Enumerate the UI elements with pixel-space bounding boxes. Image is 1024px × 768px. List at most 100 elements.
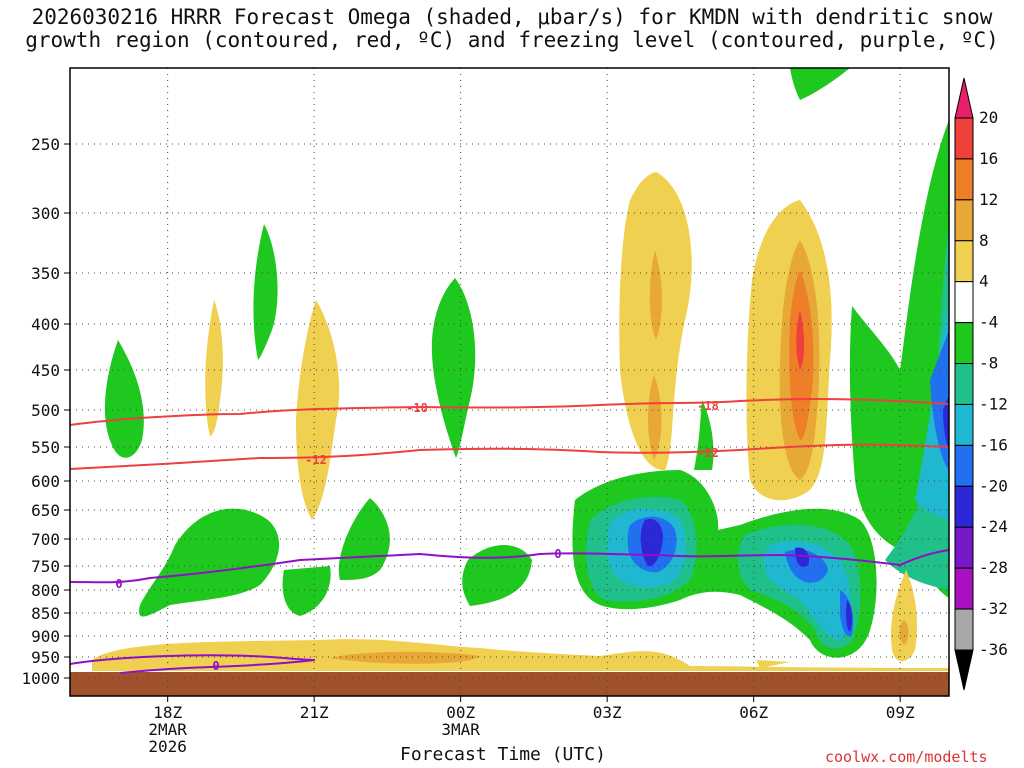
title-line-2: growth region (contoured, red, ºC) and f… (25, 28, 999, 52)
omega-shade-navy-2 (795, 547, 810, 567)
omega-shade-yellow-6 (756, 660, 790, 668)
y-tick-label-900: 900 (31, 627, 60, 646)
y-axis-ticks: 250 300 350 400 450 500 550 600 650 700 750 800 850 9… (21, 135, 70, 688)
x-tick-sublabel-3MAR: 3MAR (441, 720, 480, 739)
colorbar-label: -8 (979, 354, 998, 373)
y-tick-label-750: 750 (31, 557, 60, 576)
y-tick-label-850: 850 (31, 604, 60, 623)
colorbar-segment (954, 199, 974, 242)
y-tick-label-250: 250 (31, 135, 60, 154)
omega-shade-blue-2 (785, 549, 828, 583)
omega-shade-yellow-5-core (899, 620, 909, 645)
title-line-1: 2026030216 HRRR Forecast Omega (shaded, … (31, 5, 993, 29)
contours (70, 398, 949, 674)
y-tick-label-550: 550 (31, 438, 60, 457)
contour-labels: -18 -12 -18 -12 0 0 0 (115, 399, 719, 673)
x-axis-label: Forecast Time (UTC) (400, 744, 606, 765)
y-tick-label-700: 700 (31, 530, 60, 549)
x-tick-label-06Z: 06Z (739, 703, 768, 722)
dendritic-contour-label: -18 (697, 399, 719, 413)
omega-shade-low-band (92, 639, 949, 671)
colorbar-segment (954, 281, 974, 324)
colorbar-label: 4 (979, 272, 989, 291)
omega-shade-blue-4 (930, 330, 949, 470)
chart-title: 2026030216 HRRR Forecast Omega (shaded, … (0, 6, 1024, 52)
x-tick-label-21Z: 21Z (300, 703, 329, 722)
omega-shade-yellow-3-core (648, 250, 662, 460)
y-tick-label-800: 800 (31, 581, 60, 600)
colorbar-label: 20 (979, 108, 998, 127)
colorbar-segment (954, 158, 974, 201)
x-tick-label-03Z: 03Z (593, 703, 622, 722)
colorbar-segment (954, 117, 974, 160)
colorbar: 20 16 12 8 4 -4 -8 -12 -16 -20 -24 -28 -32 -36 (954, 77, 1008, 691)
y-tick-label-350: 350 (31, 264, 60, 283)
colorbar-segment (954, 608, 974, 651)
colorbar-label: -24 (979, 517, 1008, 536)
colorbar-label: -28 (979, 558, 1008, 577)
colorbar-label: -12 (979, 394, 1008, 413)
colorbar-segment (954, 322, 974, 365)
omega-shade-navy-3 (846, 600, 853, 632)
x-tick-label-00Z: 00Z (446, 703, 475, 722)
freezing-contour-label: 0 (554, 547, 561, 561)
colorbar-label: -20 (979, 476, 1008, 495)
omega-shade-green-7 (462, 545, 532, 606)
colorbar-top-arrow (954, 77, 974, 119)
y-tick-label-600: 600 (31, 472, 60, 491)
colorbar-label: -4 (979, 313, 998, 332)
horizontal-gridlines (70, 143, 949, 679)
y-tick-label-650: 650 (31, 501, 60, 520)
colorbar-segment (954, 526, 974, 569)
colorbar-label: -32 (979, 599, 1008, 618)
x-tick-label-09Z: 09Z (886, 703, 915, 722)
omega-shade-cyan-2 (763, 541, 851, 640)
dendritic-contour-label: -18 (406, 401, 428, 415)
y-tick-label-400: 400 (31, 315, 60, 334)
omega-shade-green-6 (282, 566, 331, 616)
x-tick-sublabel2-2026: 2026 (148, 737, 187, 756)
x-tick-label-18Z: 18Z (153, 703, 182, 722)
omega-shade-green-2 (253, 224, 278, 360)
omega-shading (70, 68, 949, 696)
omega-shade-yellow-4-peak (796, 310, 805, 370)
omega-shade-navy-4 (943, 395, 949, 450)
colorbar-segment (954, 363, 974, 405)
omega-shade-green-11 (790, 68, 850, 100)
omega-shade-green-1 (104, 340, 144, 458)
credit-link[interactable]: coolwx.com/modelts (825, 748, 988, 766)
omega-shade-yellow-5 (890, 570, 917, 662)
colorbar-segment (954, 403, 974, 446)
colorbar-segment (954, 444, 974, 487)
colorbar-label: 8 (979, 231, 989, 250)
y-tick-label-950: 950 (31, 648, 60, 667)
omega-shade-yellow-1 (205, 300, 223, 436)
freezing-contour-label: 0 (115, 577, 122, 591)
colorbar-label: -16 (979, 435, 1008, 454)
freezing-level-low-contour (70, 654, 316, 674)
dendritic-contour-label: -12 (305, 453, 327, 467)
y-tick-label-1000: 1000 (21, 669, 60, 688)
colorbar-bottom-arrow (954, 649, 974, 691)
colorbar-segment (954, 567, 974, 610)
y-tick-label-500: 500 (31, 401, 60, 420)
plot-frame (69, 67, 950, 697)
omega-shade-low-band-core (330, 651, 480, 664)
dendritic-contour-label: -12 (697, 446, 719, 460)
dendritic-bottom-contour (70, 443, 949, 470)
colorbar-segment (954, 240, 974, 283)
freezing-contour-label: 0 (212, 659, 219, 673)
dendritic-top-contour (70, 398, 949, 426)
colorbar-label: -36 (979, 640, 1008, 659)
y-tick-label-450: 450 (31, 361, 60, 380)
colorbar-label: 16 (979, 149, 998, 168)
omega-shade-green-3 (431, 278, 476, 458)
freezing-level-contour (70, 549, 949, 584)
ground-surface (70, 672, 949, 696)
colorbar-segment (954, 485, 974, 528)
x-tick-sublabel-2MAR: 2MAR (148, 720, 187, 739)
y-tick-label-300: 300 (31, 204, 60, 223)
colorbar-label: 12 (979, 190, 998, 209)
